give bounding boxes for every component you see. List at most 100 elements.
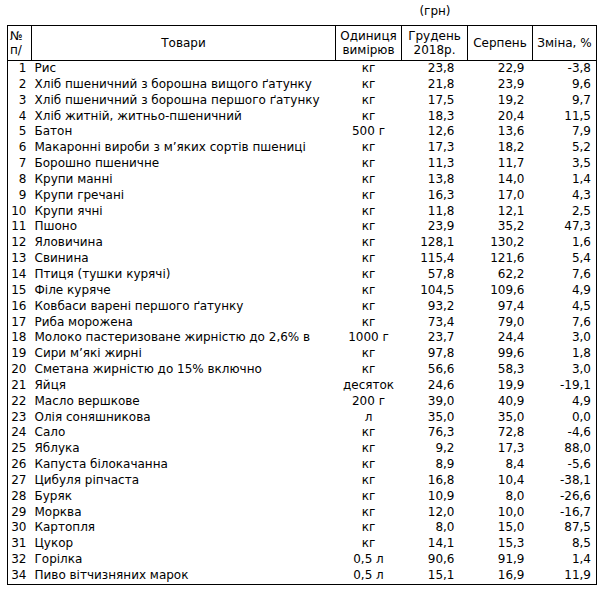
table-row: 18 Молоко пастеризоване жирністю до 2,6%… bbox=[8, 330, 597, 346]
unit-cell: кг bbox=[336, 283, 402, 299]
unit-cell: кг bbox=[336, 172, 402, 188]
price-december-cell: 11,3 bbox=[402, 156, 468, 172]
row-number-cell: 8 bbox=[8, 172, 32, 188]
price-august-cell: 20,4 bbox=[468, 109, 533, 125]
change-percent-cell: 7,9 bbox=[533, 124, 597, 140]
row-number-cell: 1 bbox=[8, 61, 32, 77]
price-august-cell: 99,6 bbox=[468, 346, 533, 362]
unit-cell: 500 г bbox=[336, 124, 402, 140]
row-number-cell: 34 bbox=[8, 568, 32, 584]
change-percent-cell: -4,6 bbox=[533, 425, 597, 441]
row-number-cell: 3 bbox=[8, 93, 32, 109]
product-name-cell: Масло вершкове bbox=[32, 394, 336, 410]
row-number-cell: 17 bbox=[8, 315, 32, 331]
row-number-cell: 18 bbox=[8, 330, 32, 346]
header-december-line2: 2018р. bbox=[414, 43, 456, 57]
price-august-cell: 19,2 bbox=[468, 93, 533, 109]
row-number-cell: 31 bbox=[8, 536, 32, 552]
unit-cell: кг bbox=[336, 251, 402, 267]
price-august-cell: 14,0 bbox=[468, 172, 533, 188]
product-name-cell: Крупи гречані bbox=[32, 188, 336, 204]
product-name-cell: Ковбаси варені першого ґатунку bbox=[32, 299, 336, 315]
row-number-cell: 22 bbox=[8, 394, 32, 410]
product-name-cell: Батон bbox=[32, 124, 336, 140]
price-august-cell: 10,0 bbox=[468, 505, 533, 521]
price-table: №п/ Товари Одиницявимірюв Грудень2018р. … bbox=[7, 25, 597, 585]
row-number-cell: 5 bbox=[8, 124, 32, 140]
unit-cell: кг bbox=[336, 315, 402, 331]
table-row: 20 Сметана жирністю до 15% включно кг 56… bbox=[8, 362, 597, 378]
product-name-cell: Яйця bbox=[32, 378, 336, 394]
header-row: №п/ Товари Одиницявимірюв Грудень2018р. … bbox=[8, 26, 597, 61]
product-name-cell: Хліб пшеничний з борошна вищого ґатунку bbox=[32, 77, 336, 93]
unit-cell: кг bbox=[336, 505, 402, 521]
table-row: 31 Цукор кг 14,1 15,3 8,5 bbox=[8, 536, 597, 552]
change-percent-cell: 1,6 bbox=[533, 235, 597, 251]
change-percent-cell: 11,9 bbox=[533, 568, 597, 584]
product-name-cell: Хліб пшеничний з борошна першого ґатунку bbox=[32, 93, 336, 109]
change-percent-cell: 7,6 bbox=[533, 315, 597, 331]
price-august-cell: 16,9 bbox=[468, 568, 533, 584]
unit-cell: 200 г bbox=[336, 394, 402, 410]
price-august-cell: 12,1 bbox=[468, 204, 533, 220]
change-percent-cell: 87,5 bbox=[533, 520, 597, 536]
price-december-cell: 18,3 bbox=[402, 109, 468, 125]
product-name-cell: Молоко пастеризоване жирністю до 2,6% в bbox=[32, 330, 336, 346]
row-number-cell: 6 bbox=[8, 140, 32, 156]
table-row: 1 Рис кг 23,8 22,9 -3,8 bbox=[8, 61, 597, 77]
price-august-cell: 13,6 bbox=[468, 124, 533, 140]
price-august-cell: 11,7 bbox=[468, 156, 533, 172]
header-unit-line2: вимірюв bbox=[342, 43, 394, 57]
unit-cell: кг bbox=[336, 61, 402, 77]
price-table-page: (грн) №п/ Товари Одиницявимірюв Грудень2… bbox=[0, 0, 606, 601]
row-number-cell: 7 bbox=[8, 156, 32, 172]
table-row: 32 Горілка 0,5 л 90,6 91,9 1,4 bbox=[8, 552, 597, 568]
table-row: 17 Риба морожена кг 73,4 79,0 7,6 bbox=[8, 315, 597, 331]
change-percent-cell: 1,4 bbox=[533, 552, 597, 568]
change-percent-cell: 3,5 bbox=[533, 156, 597, 172]
product-name-cell: Яловичина bbox=[32, 235, 336, 251]
product-name-cell: Хліб житній, житньо-пшеничний bbox=[32, 109, 336, 125]
row-number-cell: 30 bbox=[8, 520, 32, 536]
row-number-cell: 23 bbox=[8, 410, 32, 426]
row-number-cell: 4 bbox=[8, 109, 32, 125]
price-august-cell: 19,9 bbox=[468, 378, 533, 394]
change-percent-cell: -19,1 bbox=[533, 378, 597, 394]
change-percent-cell: 4,9 bbox=[533, 283, 597, 299]
unit-cell: кг bbox=[336, 204, 402, 220]
row-number-cell: 24 bbox=[8, 425, 32, 441]
price-august-cell: 17,0 bbox=[468, 188, 533, 204]
price-august-cell: 130,2 bbox=[468, 235, 533, 251]
product-name-cell: Крупи манні bbox=[32, 172, 336, 188]
price-august-cell: 109,6 bbox=[468, 283, 533, 299]
table-row: 2 Хліб пшеничний з борошна вищого ґатунк… bbox=[8, 77, 597, 93]
change-percent-cell: 3,0 bbox=[533, 330, 597, 346]
table-row: 30 Картопля кг 8,0 15,0 87,5 bbox=[8, 520, 597, 536]
row-number-cell: 19 bbox=[8, 346, 32, 362]
product-name-cell: Риба морожена bbox=[32, 315, 336, 331]
change-percent-cell: -38,1 bbox=[533, 473, 597, 489]
table-row: 12 Яловичина кг 128,1 130,2 1,6 bbox=[8, 235, 597, 251]
header-december-line1: Грудень bbox=[408, 29, 461, 43]
change-percent-cell: -26,6 bbox=[533, 489, 597, 505]
row-number-cell: 26 bbox=[8, 457, 32, 473]
price-december-cell: 21,8 bbox=[402, 77, 468, 93]
product-name-cell: Цибуля ріпчаста bbox=[32, 473, 336, 489]
price-december-cell: 35,0 bbox=[402, 410, 468, 426]
product-name-cell: Картопля bbox=[32, 520, 336, 536]
change-percent-cell: 47,3 bbox=[533, 219, 597, 235]
row-number-cell: 29 bbox=[8, 505, 32, 521]
price-august-cell: 72,8 bbox=[468, 425, 533, 441]
product-name-cell: Олія соняшникова bbox=[32, 410, 336, 426]
row-number-cell: 9 bbox=[8, 188, 32, 204]
unit-cell: 1000 г bbox=[336, 330, 402, 346]
table-row: 27 Цибуля ріпчаста кг 16,8 10,4 -38,1 bbox=[8, 473, 597, 489]
change-percent-cell: -5,6 bbox=[533, 457, 597, 473]
header-row-number-line2: п/ bbox=[10, 43, 22, 57]
row-number-cell: 28 bbox=[8, 489, 32, 505]
header-row-number-line1: № bbox=[10, 29, 22, 43]
price-december-cell: 10,9 bbox=[402, 489, 468, 505]
table-row: 7 Борошно пшеничне кг 11,3 11,7 3,5 bbox=[8, 156, 597, 172]
unit-cell: кг bbox=[336, 362, 402, 378]
price-december-cell: 93,2 bbox=[402, 299, 468, 315]
